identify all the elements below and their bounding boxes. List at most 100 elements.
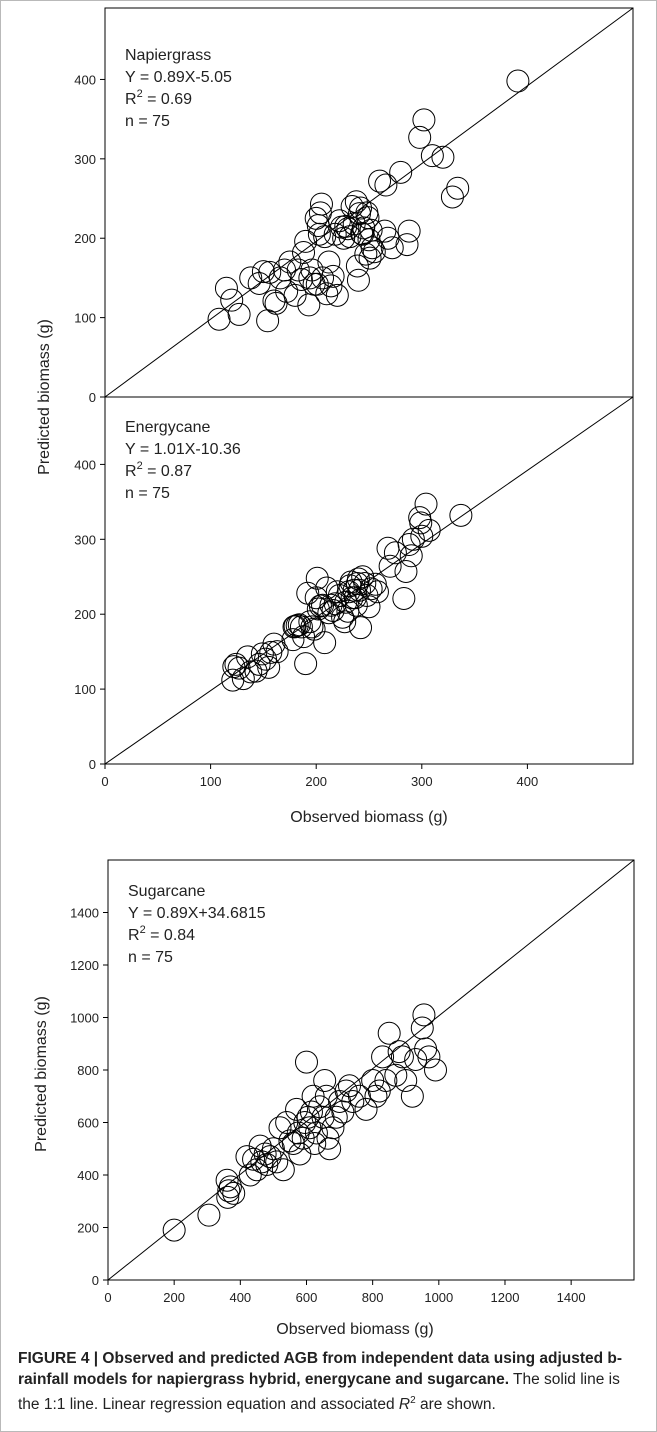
r-squared: R2 = 0.69 [125,88,192,108]
data-point [256,309,280,333]
data-point [365,580,389,604]
data-points [207,69,530,333]
data-point [341,1090,365,1113]
y-tick-label: 300 [74,532,96,547]
data-point [285,1097,309,1121]
data-point [383,541,407,565]
caption-text: The solid line is the 1:1 line. Linear r… [18,1371,620,1414]
sample-size: n = 75 [125,113,170,130]
y-axis-ticks: 0 100 200 300 400 [74,457,105,772]
data-point [317,250,341,274]
y-tick-label: 0 [89,757,96,772]
data-point [340,194,364,218]
data-point [380,236,404,260]
data-point [362,240,386,264]
regression-equation: Y = 0.89X+34.6815 [128,905,266,922]
data-point [282,615,306,639]
data-point [346,268,370,292]
plot-frame [104,396,634,765]
caption-r-symbol: R [398,1396,411,1414]
data-point [304,1121,328,1145]
data-point [294,1050,318,1074]
y-tick-label: 100 [74,682,96,697]
data-point [387,1040,411,1064]
data-point [242,1147,266,1171]
y-tick-label: 300 [74,152,96,167]
data-point [346,567,370,591]
data-point [408,125,432,149]
data-point [231,667,255,691]
data-point [394,1069,418,1092]
data-point [250,642,274,666]
data-point [420,144,444,168]
y-tick-label: 0 [89,390,96,405]
data-point [347,1084,371,1108]
data-point [283,283,307,307]
sample-size: n = 75 [125,485,170,502]
r-squared: R2 = 0.84 [128,924,195,944]
data-point [371,1045,395,1069]
data-point [298,266,322,290]
x-tick-label: 800 [362,1290,384,1305]
data-point [409,511,433,535]
data-point [215,1168,239,1192]
data-point [397,533,421,557]
y-tick-label: 1000 [70,1011,99,1026]
data-point [317,601,341,625]
data-point [506,69,530,93]
y-tick-label: 100 [74,311,96,326]
data-point [331,605,355,629]
x-tick-label: 600 [296,1290,318,1305]
data-point [296,581,320,605]
x-tick-label: 0 [104,1290,111,1305]
data-point [218,1175,242,1199]
data-point [286,258,310,282]
x-tick-label: 0 [101,774,108,789]
data-point [363,572,387,596]
data-point [390,1045,414,1069]
data-point [397,219,421,243]
data-point [395,233,419,257]
y-axis-ticks: 0 200 400 600 800 1000 1200 1400 [70,906,108,1288]
data-point [374,173,398,197]
data-point [449,503,473,527]
x-tick-label: 400 [229,1290,251,1305]
data-point [400,1084,424,1108]
data-point [401,527,425,551]
data-point [300,615,324,639]
data-point [265,1150,289,1174]
panel-name: Energycane [125,419,210,436]
data-point [281,628,305,652]
data-point [354,1097,378,1121]
x-axis-label: Observed biomass (g) [290,809,447,826]
data-point [440,185,464,209]
x-tick-label: 200 [163,1290,185,1305]
data-point [294,229,318,253]
data-point [311,266,335,290]
x-tick-label: 1400 [557,1290,586,1305]
data-point [227,656,251,680]
data-point [357,595,381,619]
y-axis-label: Predicted biomass (g) [33,996,50,1152]
y-tick-label: 1400 [70,906,99,921]
data-point [257,655,281,679]
data-point [358,246,382,270]
data-point [315,576,339,600]
y-tick-label: 400 [77,1168,99,1183]
data-point [412,108,436,132]
data-point [336,217,360,241]
data-point [308,594,332,618]
data-point [239,266,263,290]
data-point [303,1132,327,1155]
data-point [338,225,362,249]
data-point [306,597,330,621]
panel-name: Napiergrass [125,47,211,64]
y-tick-label: 200 [74,231,96,246]
y-tick-label: 400 [74,457,96,472]
regression-equation: Y = 1.01X-10.36 [125,441,241,458]
x-axis-label: Observed biomass (g) [276,1321,433,1338]
data-point [377,1021,401,1045]
figure-canvas: Predicted biomass (g) 0 100 200 300 400 Napi… [33,7,635,1338]
x-tick-label: 1000 [424,1290,453,1305]
